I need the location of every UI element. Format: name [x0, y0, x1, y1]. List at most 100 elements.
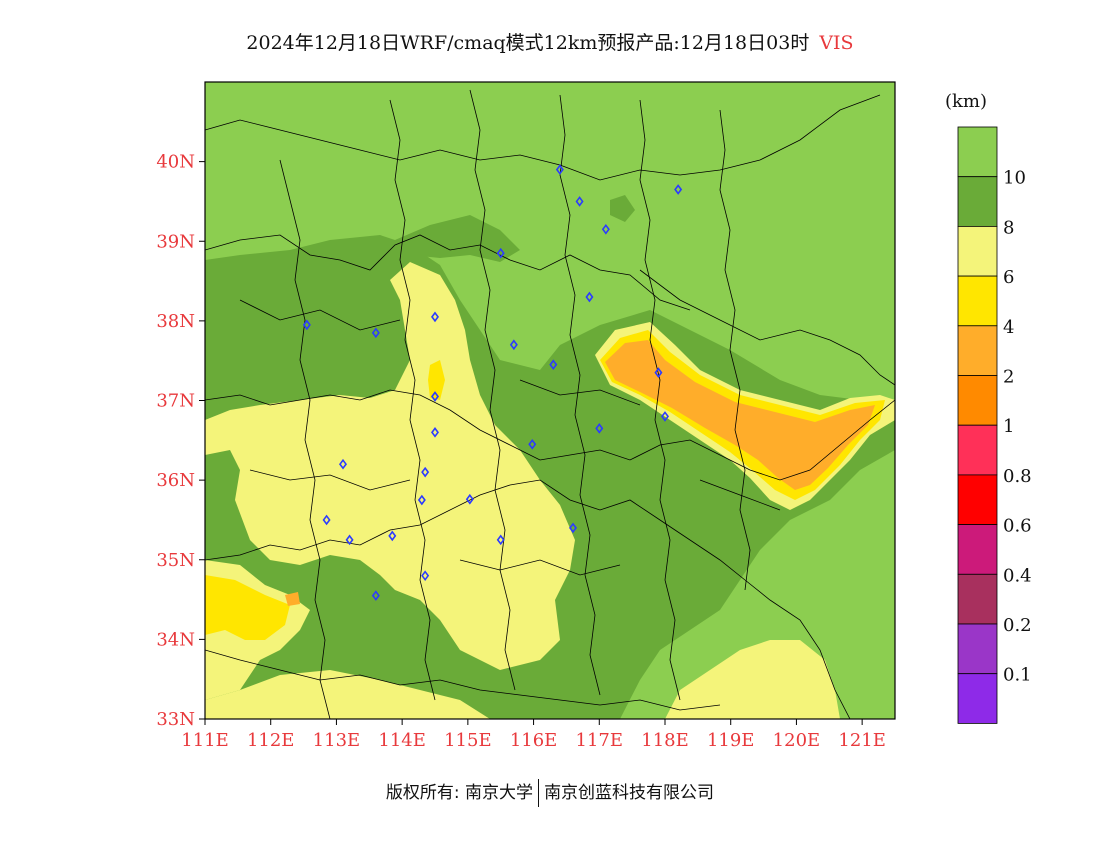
colorbar-label: 6	[1003, 267, 1014, 288]
colorbar-band	[957, 375, 998, 426]
lon-label: 111E	[181, 730, 229, 751]
lon-label: 113E	[313, 730, 361, 751]
colorbar-label: 0.6	[1003, 516, 1032, 537]
lat-label: 37N	[156, 391, 195, 412]
station-marker	[555, 164, 564, 175]
vis-band-4-6-southwest	[205, 575, 290, 640]
colorbar-band	[957, 126, 998, 178]
boundary-line	[719, 109, 751, 591]
vis-band-4-6-central	[428, 360, 445, 400]
copyright-separator	[538, 779, 540, 807]
boundary-line	[559, 94, 601, 696]
station-marker	[431, 391, 439, 402]
longitude-labels: 111E 112E 113E 114E 115E 116E 117E 118E 119E 120E…	[181, 719, 886, 751]
station-marker	[431, 427, 439, 438]
station-marker	[549, 359, 558, 371]
colorbar-label: 1	[1003, 416, 1014, 437]
station-marker	[585, 291, 594, 303]
colorbar-label: 10	[1003, 168, 1026, 189]
vis-band-6-8-southeast	[665, 640, 840, 719]
station-marker	[431, 311, 439, 323]
colorbar-band	[957, 524, 998, 575]
colorbar-label: 2	[1003, 367, 1014, 388]
colorbar-labels: 10 8 6 4 2 1 0.8 0.6 0.4 0.2 0.1	[1003, 168, 1032, 686]
lat-label: 34N	[156, 629, 195, 650]
lon-label: 119E	[707, 730, 755, 751]
station-marker	[569, 522, 577, 534]
boundary-line	[205, 389, 895, 481]
station-marker	[674, 184, 683, 195]
vis-band-6-8-south	[205, 670, 490, 719]
colorbar-band	[957, 325, 998, 376]
station-marker	[528, 438, 537, 450]
station-marker	[421, 466, 430, 478]
station-marker	[661, 411, 669, 422]
station-marker	[496, 247, 505, 259]
station-marker	[595, 423, 604, 434]
title-main: 2024年12月18日WRF/cmaq模式12km预报产品:12月18日03时	[246, 32, 810, 54]
latitude-labels: 40N 39N 38N 37N 36N 35N 34N 33N	[156, 152, 205, 730]
station-marker	[388, 530, 397, 542]
lon-label: 116E	[510, 730, 558, 751]
colorbar-band	[957, 225, 998, 277]
station-marker	[371, 327, 380, 339]
copyright-left: 版权所有: 南京大学	[385, 783, 534, 803]
station-marker	[509, 339, 518, 351]
lon-label: 118E	[641, 730, 689, 751]
lon-label: 112E	[247, 730, 295, 751]
lat-label: 40N	[156, 152, 195, 173]
station-marker	[322, 514, 331, 526]
station-marker	[417, 494, 426, 506]
boundary-line	[205, 94, 881, 181]
colorbar-band	[957, 623, 998, 675]
boundary-line	[279, 159, 331, 719]
boundary-line	[389, 99, 436, 701]
visibility-field	[205, 82, 895, 719]
lat-label: 36N	[156, 470, 195, 491]
map-title: 2024年12月18日WRF/cmaq模式12km预报产品:12月18日03时 V…	[0, 28, 1100, 55]
vis-band-2-4-coastal	[605, 340, 875, 490]
station-marker	[371, 590, 380, 601]
colorbar-band	[957, 673, 998, 724]
station-marker	[654, 367, 663, 378]
colorbar-band	[957, 474, 998, 525]
colorbar-label: 8	[1003, 217, 1014, 238]
title-variable: VIS	[819, 32, 854, 54]
colorbar-band	[957, 424, 998, 476]
station-marker	[302, 319, 311, 331]
vis-band-8-10-north-small	[610, 195, 635, 222]
station-marker	[601, 223, 610, 235]
colorbar-band	[957, 176, 998, 227]
station-marker	[496, 534, 505, 546]
boundary-line	[205, 649, 721, 711]
lon-label: 120E	[773, 730, 821, 751]
lon-label: 115E	[444, 730, 492, 751]
boundary-line	[469, 89, 516, 691]
vis-band-2-4-spot	[285, 592, 300, 606]
colorbar-label: 0.8	[1003, 466, 1032, 487]
boundary-line	[239, 299, 781, 576]
colorbar-label: 0.2	[1003, 615, 1032, 636]
lat-label: 38N	[156, 311, 195, 332]
station-marker	[421, 570, 430, 582]
copyright-footer: 版权所有: 南京大学 南京创蓝科技有限公司	[0, 778, 1100, 807]
lon-label: 121E	[838, 730, 886, 751]
lat-label: 39N	[156, 231, 195, 252]
station-marker	[339, 458, 347, 470]
lat-label: 33N	[156, 709, 195, 730]
colorbar-unit: (km)	[945, 91, 987, 112]
lon-label: 114E	[378, 730, 426, 751]
vis-band-8-10-north	[395, 215, 520, 262]
vis-band-6-8-west	[205, 262, 575, 670]
city-stations	[302, 164, 683, 601]
colorbar-label: 0.1	[1003, 665, 1032, 686]
coastline	[639, 269, 895, 719]
boundary-line	[639, 99, 681, 701]
province-county-boundaries	[205, 89, 895, 719]
station-marker	[345, 534, 354, 546]
colorbar-bands	[957, 126, 998, 724]
colorbar-label: 4	[1003, 317, 1014, 338]
colorbar: (km) 10 8 6 4 2 1 0.8 0.6 0.4 0.2 0.1	[945, 91, 1032, 724]
lon-label: 117E	[576, 730, 624, 751]
